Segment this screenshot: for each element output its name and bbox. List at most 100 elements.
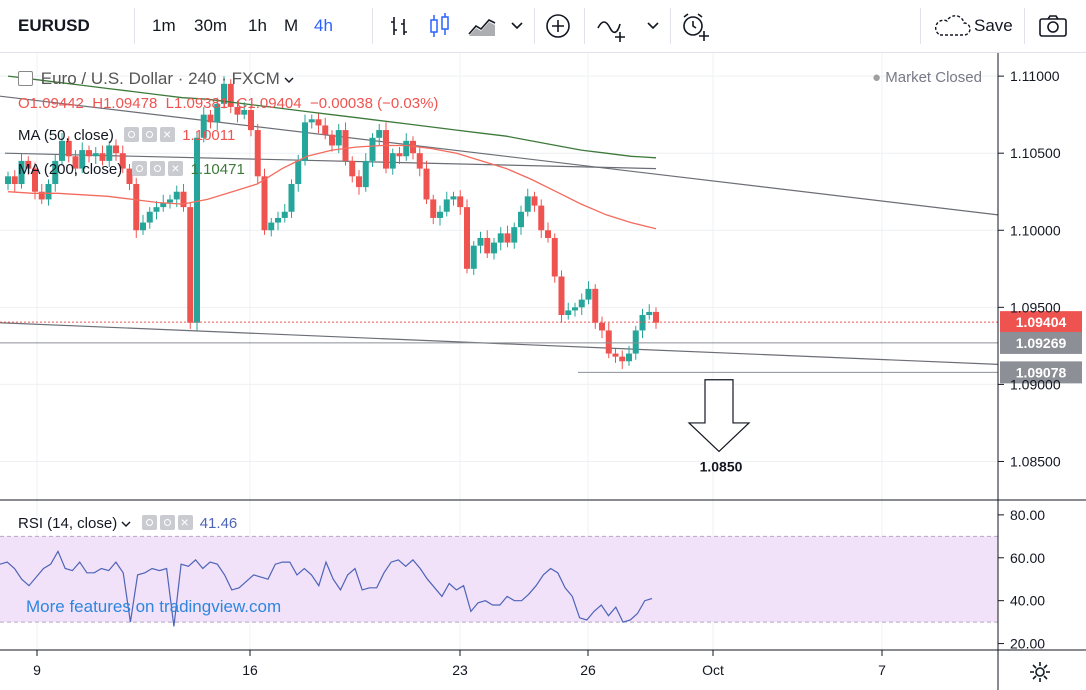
chevron-down-icon[interactable] bbox=[510, 20, 524, 32]
candle-body bbox=[612, 353, 619, 357]
candle-body bbox=[261, 176, 268, 231]
bar-chart-icon[interactable] bbox=[388, 14, 412, 38]
toolbar-divider bbox=[920, 8, 921, 44]
candle-body bbox=[254, 130, 261, 177]
candle-body bbox=[335, 130, 342, 146]
candle-body bbox=[626, 353, 632, 362]
candle-body bbox=[194, 137, 200, 323]
camera-icon[interactable] bbox=[1038, 14, 1068, 38]
toolbar-divider bbox=[534, 8, 535, 44]
ohlc-change: −0.00038 (−0.03%) bbox=[309, 95, 439, 112]
candle-body bbox=[551, 237, 558, 277]
candle-body bbox=[214, 103, 221, 123]
price-tag-label: 1.09078 bbox=[1016, 364, 1067, 380]
candle-body bbox=[281, 211, 288, 218]
rsi-band bbox=[0, 535, 998, 623]
rsi-tick-label: 60.00 bbox=[1010, 550, 1045, 566]
candle-body bbox=[160, 202, 167, 208]
interval-1m[interactable]: 1m bbox=[152, 16, 176, 35]
candle-body bbox=[126, 168, 133, 185]
settings-gear-icon[interactable] bbox=[1028, 660, 1052, 684]
price-tag bbox=[1000, 361, 1082, 384]
collapse-icon[interactable] bbox=[18, 71, 33, 86]
trend-lines[interactable] bbox=[0, 95, 999, 365]
close-icon[interactable] bbox=[160, 127, 176, 142]
candle-body bbox=[403, 140, 410, 157]
candle-body bbox=[491, 242, 497, 254]
candle-body bbox=[437, 211, 443, 218]
rsi-tick-label: 80.00 bbox=[1010, 507, 1045, 523]
candle-body bbox=[119, 153, 126, 169]
candle-body bbox=[342, 130, 349, 161]
candle-body bbox=[221, 83, 227, 104]
candle-body bbox=[599, 322, 605, 331]
candle-body bbox=[619, 356, 626, 362]
candle-body bbox=[383, 130, 389, 169]
chevron-down-icon[interactable] bbox=[121, 520, 131, 528]
toolbar-divider bbox=[670, 8, 671, 44]
candle-body bbox=[632, 330, 639, 354]
interval-1h[interactable]: 1h bbox=[248, 16, 267, 35]
candle-body bbox=[416, 153, 423, 169]
price-tick-label: 1.10000 bbox=[1010, 222, 1061, 238]
rsi-polyline bbox=[0, 549, 653, 627]
alert-clock-icon[interactable] bbox=[680, 12, 712, 42]
eye-icon[interactable] bbox=[141, 515, 157, 530]
candle-body bbox=[248, 110, 254, 131]
candle-body bbox=[497, 233, 504, 243]
indicators-icon[interactable] bbox=[596, 12, 630, 42]
add-circle-icon[interactable] bbox=[544, 12, 572, 40]
candle-body bbox=[423, 168, 430, 200]
candle-body bbox=[464, 207, 470, 269]
candle-body bbox=[349, 160, 356, 177]
cloud-save-icon[interactable] bbox=[932, 15, 972, 39]
rsi-line bbox=[0, 549, 653, 627]
close-icon[interactable] bbox=[168, 161, 184, 176]
candles-icon[interactable] bbox=[428, 12, 452, 40]
symbol-search[interactable]: EURUSD bbox=[18, 16, 90, 35]
interval-m[interactable]: M bbox=[284, 16, 299, 35]
chevron-down-icon[interactable] bbox=[646, 20, 660, 32]
eye-icon[interactable] bbox=[132, 161, 148, 176]
gear-icon[interactable] bbox=[150, 161, 166, 176]
close-icon[interactable] bbox=[177, 515, 193, 530]
candle-body bbox=[207, 114, 214, 123]
candle-body bbox=[531, 196, 538, 206]
axes: 1.11000 1.10500 1.10000 1.09500 1.09000 1.085… bbox=[0, 53, 1086, 690]
watermark-link[interactable]: More features on tradingview.com bbox=[26, 597, 282, 616]
candle-body bbox=[295, 160, 302, 185]
candle-body bbox=[173, 191, 180, 200]
candle-body bbox=[511, 227, 518, 243]
trend-line bbox=[0, 322, 999, 365]
area-chart-icon[interactable] bbox=[467, 14, 497, 38]
status-dot-icon: ● bbox=[872, 69, 882, 86]
candle-body bbox=[52, 160, 59, 185]
ma200-label: MA (200, close) bbox=[18, 161, 123, 178]
candle-body bbox=[167, 199, 173, 203]
save-button[interactable]: Save bbox=[974, 16, 1013, 35]
gear-icon[interactable] bbox=[159, 515, 175, 530]
candle-body bbox=[146, 211, 153, 223]
price-tick-label: 1.11000 bbox=[1010, 68, 1060, 84]
candle-body bbox=[356, 176, 362, 188]
chevron-down-icon[interactable] bbox=[284, 76, 294, 84]
candle-body bbox=[187, 207, 194, 323]
candle-body bbox=[200, 114, 207, 138]
eye-icon[interactable] bbox=[124, 127, 140, 142]
interval-30m[interactable]: 30m bbox=[194, 16, 228, 35]
price-tick-label: 1.09500 bbox=[1010, 299, 1061, 315]
price-tick-label: 1.09000 bbox=[1010, 376, 1061, 392]
candle-body bbox=[396, 153, 403, 157]
candle-body bbox=[457, 196, 464, 208]
interval-4h[interactable]: 4h bbox=[314, 16, 333, 35]
time-tick-label: 23 bbox=[452, 662, 468, 678]
time-tick-label: 26 bbox=[580, 662, 596, 678]
rsi-value: 41.46 bbox=[199, 515, 238, 532]
gear-icon[interactable] bbox=[142, 127, 158, 142]
annotations[interactable]: 1.09404 1.09269 1.09078 1.0850 bbox=[0, 311, 1082, 474]
candle-body bbox=[65, 140, 72, 157]
candle-body bbox=[639, 315, 646, 331]
candle-body bbox=[653, 311, 659, 323]
symbol-title: Euro / U.S. Dollar · 240 · FXCM bbox=[40, 69, 280, 88]
